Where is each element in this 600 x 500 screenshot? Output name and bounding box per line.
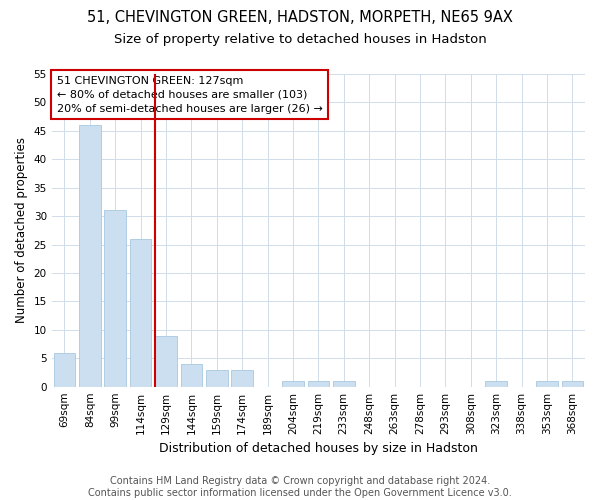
Bar xyxy=(130,239,151,386)
Text: 51, CHEVINGTON GREEN, HADSTON, MORPETH, NE65 9AX: 51, CHEVINGTON GREEN, HADSTON, MORPETH, … xyxy=(87,10,513,25)
Bar xyxy=(206,370,227,386)
Bar xyxy=(485,381,507,386)
Bar xyxy=(282,381,304,386)
Bar xyxy=(155,336,177,386)
Bar xyxy=(53,352,75,386)
Bar xyxy=(104,210,126,386)
Bar xyxy=(79,125,101,386)
Y-axis label: Number of detached properties: Number of detached properties xyxy=(15,138,28,324)
Bar xyxy=(536,381,557,386)
X-axis label: Distribution of detached houses by size in Hadston: Distribution of detached houses by size … xyxy=(159,442,478,455)
Text: 51 CHEVINGTON GREEN: 127sqm
← 80% of detached houses are smaller (103)
20% of se: 51 CHEVINGTON GREEN: 127sqm ← 80% of det… xyxy=(57,76,323,114)
Text: Contains HM Land Registry data © Crown copyright and database right 2024.
Contai: Contains HM Land Registry data © Crown c… xyxy=(88,476,512,498)
Bar xyxy=(562,381,583,386)
Bar xyxy=(308,381,329,386)
Bar xyxy=(333,381,355,386)
Bar xyxy=(181,364,202,386)
Bar xyxy=(232,370,253,386)
Text: Size of property relative to detached houses in Hadston: Size of property relative to detached ho… xyxy=(113,32,487,46)
